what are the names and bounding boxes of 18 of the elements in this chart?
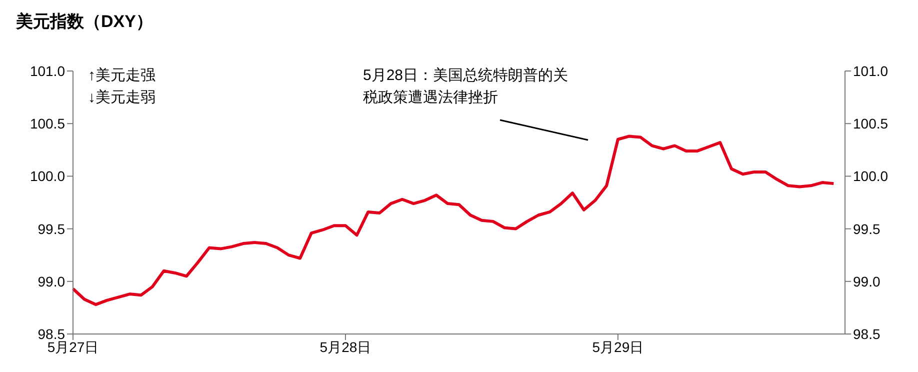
y2-tick-label: 100.0 [853,168,888,184]
y2-tick-label: 98.5 [853,326,880,342]
y-tick-label: 99.0 [38,273,66,290]
y2-tick-label: 99.5 [853,220,880,237]
y-tick-label: 99.5 [38,220,66,237]
x-tick-label: 5月28日 [320,338,372,355]
y-tick-label: 101.0 [30,62,66,79]
annotation: ↑美元走强 [88,66,156,86]
y2-tick-label: 100.5 [853,116,888,132]
chart-title: 美元指数（DXY） [16,11,153,33]
line-series [72,134,836,306]
x-tick-label: 5月29日 [592,338,644,355]
y2-tick-label: 101.0 [853,62,888,79]
annotation: ↓美元走弱 [88,88,156,108]
y-tick-label: 100.5 [30,116,66,132]
y2-tick-label: 99.0 [853,273,880,290]
y-tick-label: 100.0 [30,168,66,184]
annotation: 5月28日：美国总统特朗普的关税政策遭遇法律挫折 [363,66,570,108]
